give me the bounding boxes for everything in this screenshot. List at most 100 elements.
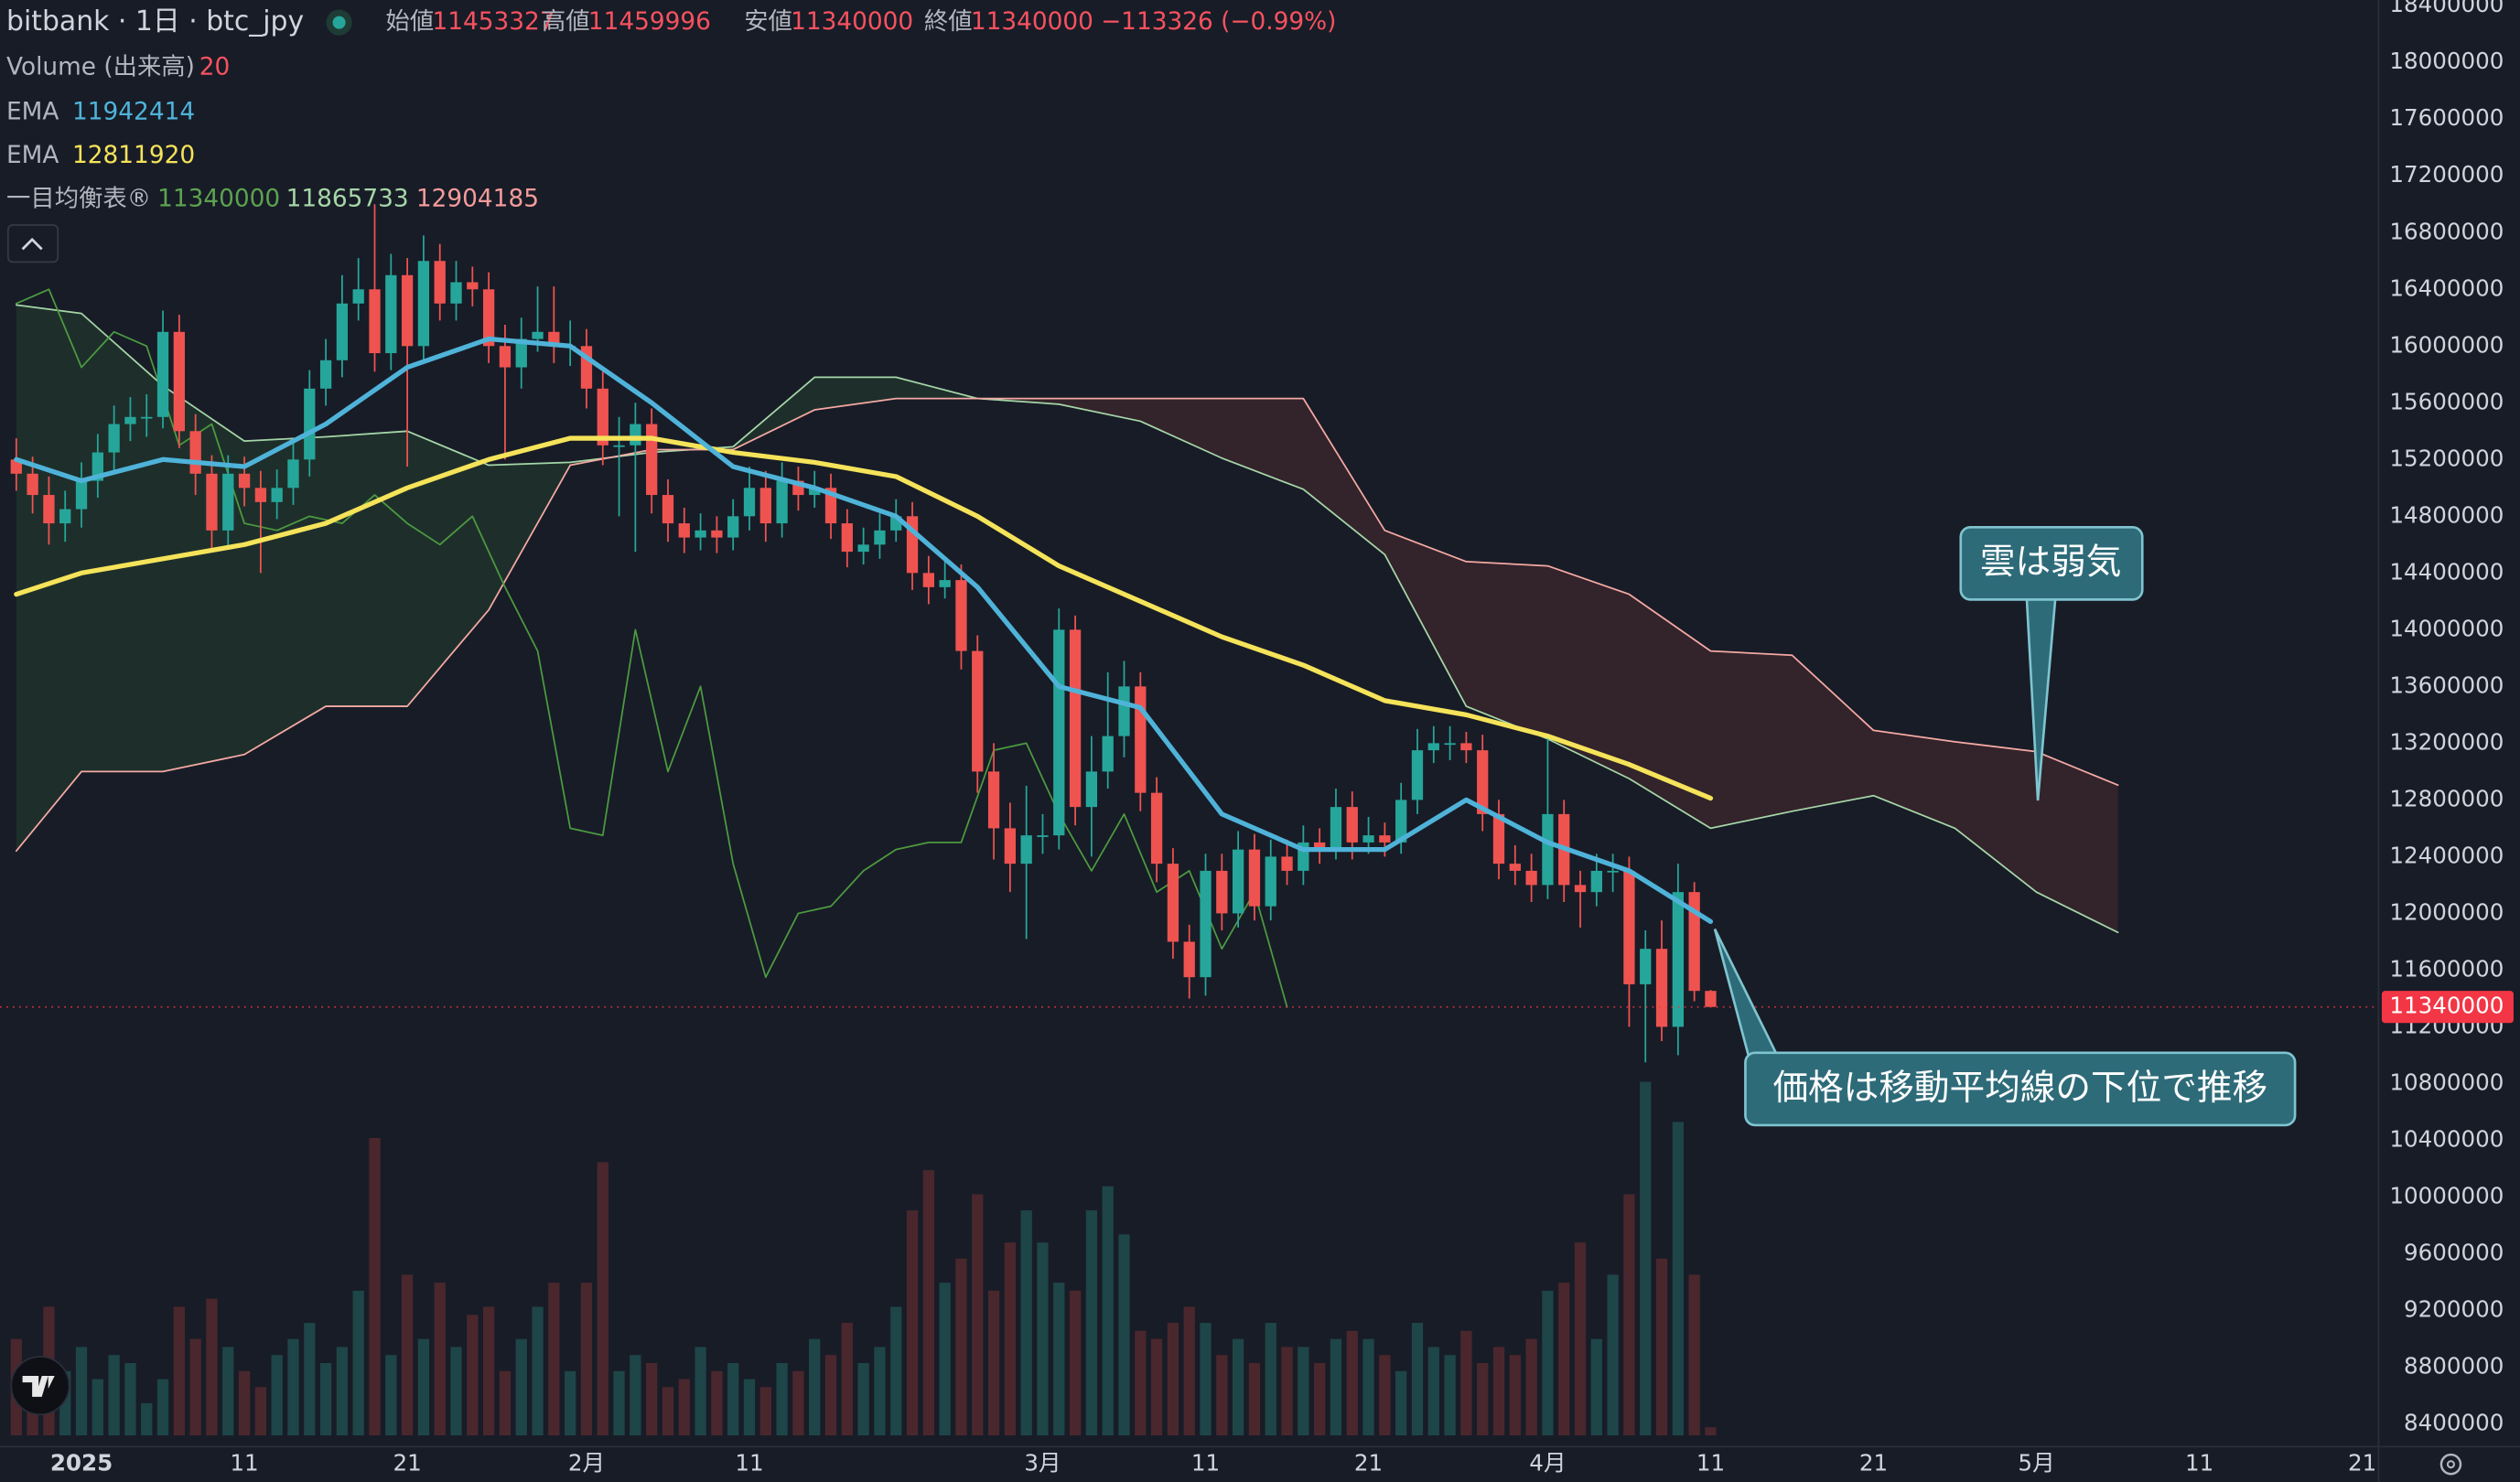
candle-body [1542,813,1554,886]
candle-body [352,289,364,304]
volume-bar [1281,1347,1293,1436]
candle-body [874,530,886,545]
callout-box [1959,525,2144,601]
candle-body [1705,991,1717,1007]
candle-body [955,580,967,651]
volume-bar [482,1306,495,1436]
candle-body [1688,892,1700,992]
volume-bar [1542,1290,1554,1436]
volume-bar [646,1362,658,1436]
y-tick-label: 12000000 [2389,898,2504,925]
close-label: 終値 [924,8,973,36]
volume-bar [532,1306,544,1436]
y-tick-label: 8800000 [2404,1353,2504,1380]
change-value: −113326 (−0.99%) [1101,8,1336,36]
volume-bar [1037,1242,1049,1436]
y-tick-label: 8400000 [2404,1410,2504,1436]
x-tick-label: 11 [230,1450,258,1477]
y-tick-label: 14800000 [2389,501,2504,528]
x-tick-label: 21 [393,1450,421,1477]
volume-bar [1265,1323,1276,1436]
collapse-button[interactable] [6,224,59,263]
volume-bar [759,1387,771,1436]
volume-bar [743,1379,756,1436]
ema-value: 11942414 [72,98,195,125]
candle-body [124,416,136,424]
volume-bar [319,1362,332,1436]
candle-body [922,573,934,587]
candle-body [43,495,55,524]
low-label: 安値 [744,8,792,36]
candle-body [1135,686,1147,793]
plot-area [0,204,2379,1436]
candle-body [1200,870,1212,978]
volume-bar [1427,1347,1439,1436]
callout-text: 雲は弱気 [1980,542,2121,583]
candle-body [450,282,462,304]
volume-bar [238,1370,251,1436]
volume-bar [890,1306,902,1436]
candle-body [206,473,218,531]
candle-body [156,331,169,417]
y-tick-label: 12800000 [2389,785,2504,811]
symbol-title: bitbank · 1日 · btc_jpy [6,5,304,38]
volume-bar [727,1362,739,1436]
x-tick-label: 21 [1354,1450,1383,1477]
candle-body [1248,849,1261,907]
candle-body [841,523,853,553]
candle-body [59,509,71,524]
volume-bar [1705,1427,1717,1436]
volume-bar [1607,1274,1619,1436]
candle-body [711,530,723,538]
settings-icon[interactable] [2439,1453,2462,1476]
x-tick-label: 3月 [1024,1450,1061,1477]
ema-label: EMA [6,98,59,125]
y-tick-label: 9600000 [2404,1239,2504,1265]
ema-value: 12811920 [72,142,195,169]
candle-body [1525,870,1537,886]
volume-bar [1590,1338,1602,1436]
candle-body [515,338,527,368]
candle-body [304,388,316,460]
volume-bar [630,1355,641,1436]
volume-bar [92,1379,103,1436]
volume-bar [1167,1323,1179,1436]
volume-bar [1183,1306,1195,1436]
x-tick-label: 11 [735,1450,763,1477]
volume-bar [776,1362,788,1436]
candle-body [678,523,690,538]
candle-body [434,261,446,304]
span-b-value: 12904185 [416,185,539,212]
cloud-fill [1629,594,1711,829]
candle-body [1216,870,1228,914]
candle-body [939,580,951,587]
cloud-fill [1873,730,1955,829]
volume-bar [515,1338,527,1436]
y-tick-label: 13200000 [2389,728,2504,755]
volume-bar [1362,1338,1374,1436]
cloud-fill [1792,655,1874,811]
price-tag-label: 11340000 [2389,993,2504,1019]
candle-body [759,488,771,524]
volume-bar [1150,1338,1163,1436]
volume-bar [141,1402,153,1436]
x-tick-label: 21 [2348,1450,2376,1477]
candle-body [1379,835,1391,843]
settings-icon-center [2446,1460,2456,1469]
volume-bar [75,1347,88,1436]
candle-body [1590,870,1602,893]
candle-body [238,473,251,489]
candle-body [630,424,641,446]
candle-body [1623,870,1635,984]
candle-body [972,650,984,772]
volume-bar [1574,1242,1587,1436]
cloud-fill [407,431,490,707]
cloud-fill [1955,741,2037,893]
candle-body [287,459,299,489]
volume-bar [1346,1330,1358,1436]
candle-body [1314,842,1326,850]
candle-body [1477,750,1489,814]
volume-bar [1509,1355,1521,1436]
candle-body [27,473,38,496]
